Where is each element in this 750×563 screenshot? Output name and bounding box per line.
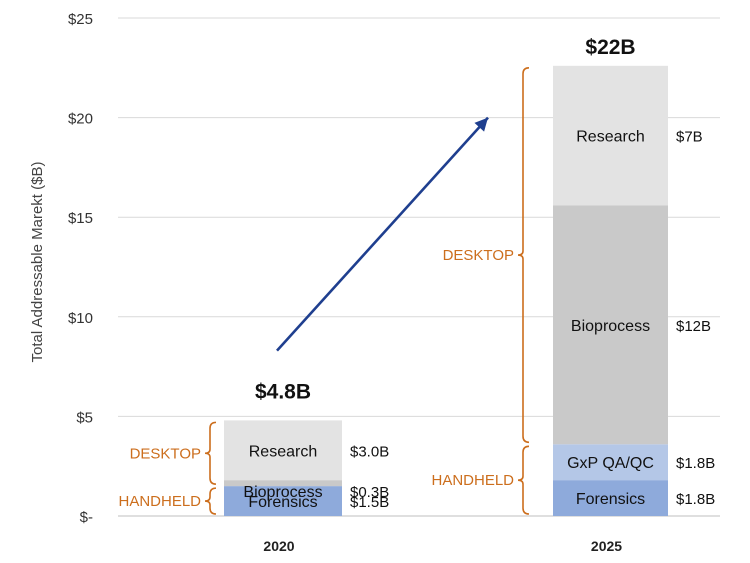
bar-total-label: $22B — [585, 36, 635, 59]
bar-segment — [553, 65, 668, 206]
group-brackets: DESKTOP HANDHELD DESKTOP HANDHELD — [118, 67, 530, 515]
bar-segment — [224, 486, 342, 516]
segment-label: Research — [249, 443, 317, 460]
x-tick-label: 2025 — [591, 538, 622, 554]
group-label: DESKTOP — [443, 247, 514, 264]
bar-segment — [553, 480, 668, 516]
segment-value-label: $0.3B — [350, 484, 389, 501]
segment-label: Forensics — [576, 491, 645, 508]
segment-value-label: $12B — [676, 318, 711, 335]
x-axis-categories: 2020 2025 — [263, 538, 622, 554]
segment-value-label: $3.0B — [350, 443, 389, 460]
segment-value-label: $7B — [676, 129, 703, 146]
segment-value-label: $1.8B — [676, 455, 715, 472]
bar-segment — [224, 420, 342, 481]
y-tick-label: $10 — [68, 310, 93, 327]
bracket — [517, 67, 530, 444]
segment-label: Forensics — [248, 494, 317, 511]
segment-label: Bioprocess — [243, 484, 322, 501]
bar-total-label: $4.8B — [255, 380, 311, 403]
segment-value-label: $1.5B — [350, 494, 389, 511]
segment-value-label: $1.8B — [676, 491, 715, 508]
y-tick-label: $20 — [68, 111, 93, 128]
y-tick-label: $15 — [68, 210, 93, 227]
arrow-head — [474, 117, 488, 132]
bracket — [204, 487, 217, 515]
y-axis-ticks: $- $5 $10 $15 $20 $25 — [68, 11, 93, 526]
group-label: HANDHELD — [118, 493, 201, 510]
bar-segment — [553, 444, 668, 481]
bar-segment — [553, 205, 668, 445]
y-tick-label: $- — [80, 509, 93, 526]
bar-segment — [224, 480, 342, 487]
segment-label: GxP QA/QC — [567, 455, 654, 472]
bracket — [517, 445, 530, 515]
y-axis-label: Total Addressable Marekt ($B) — [29, 162, 46, 363]
arrow-shaft — [276, 116, 489, 352]
group-label: DESKTOP — [130, 445, 201, 462]
y-tick-label: $25 — [68, 11, 93, 28]
y-tick-label: $5 — [76, 409, 93, 426]
bars: Forensics $1.5B Bioprocess $0.3B Research $3.… — [224, 36, 715, 516]
segment-label: Bioprocess — [571, 318, 650, 335]
growth-arrow — [276, 116, 489, 352]
group-label: HANDHELD — [431, 472, 514, 489]
x-tick-label: 2020 — [263, 538, 294, 554]
segment-label: Research — [576, 129, 644, 146]
bracket — [204, 421, 217, 485]
